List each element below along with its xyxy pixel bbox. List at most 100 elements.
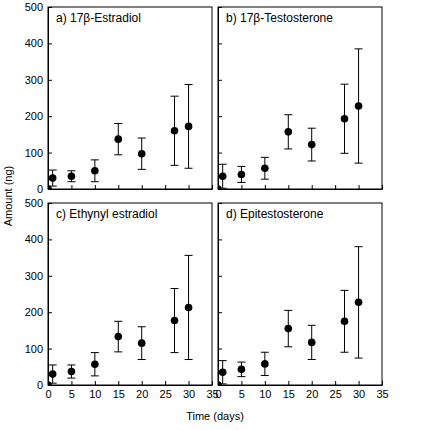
error-bar-cap: [171, 352, 179, 353]
data-point: [218, 185, 222, 189]
x-tick: 5: [69, 381, 75, 400]
error-bar: [237, 362, 245, 377]
error-bar: [138, 327, 146, 360]
y-tick-label: 0: [37, 379, 43, 391]
panel-title: b) 17β-Testosterone: [226, 11, 333, 25]
x-axis: 05101520253035: [45, 381, 218, 400]
x-tick-mark: [189, 185, 190, 189]
error-bar-cap: [237, 376, 245, 377]
y-tick-mark: [48, 239, 52, 240]
error-bar: [308, 325, 316, 359]
data-point: [48, 381, 52, 385]
y-tick: [218, 276, 222, 277]
error-bar-cap: [185, 168, 193, 169]
x-tick: [241, 185, 242, 189]
y-tick: [218, 239, 222, 240]
x-tick: [382, 185, 383, 189]
y-tick-label: 300: [25, 270, 43, 282]
error-bar: [355, 49, 363, 163]
y-tick-label: 100: [25, 343, 43, 355]
error-bar: [219, 361, 227, 384]
y-tick-mark: [48, 116, 52, 117]
x-tick: 15: [113, 381, 125, 400]
error-bar-cap: [91, 375, 99, 376]
y-tick-mark: [218, 312, 222, 313]
data-point: [308, 141, 316, 149]
y-tick: 400: [25, 37, 52, 49]
x-tick-mark: [95, 381, 96, 385]
error-bar: [185, 85, 193, 169]
x-axis: 05101520253035: [215, 381, 388, 400]
y-tick-mark: [48, 189, 52, 190]
x-tick: 10: [259, 381, 271, 400]
x-tick: [312, 185, 313, 189]
y-tick-label: 500: [25, 197, 43, 209]
x-tick-label: 30: [183, 388, 195, 400]
error-bar-cap: [138, 169, 146, 170]
x-axis: [49, 185, 213, 190]
x-tick-mark: [382, 185, 383, 189]
error-bar: [114, 321, 122, 352]
y-tick: [218, 312, 222, 313]
y-axis: [218, 8, 222, 190]
error-bar-cap: [114, 123, 122, 124]
error-bar: [308, 128, 316, 161]
error-bar-cap: [138, 138, 146, 139]
y-tick-mark: [48, 7, 52, 8]
error-bar-cap: [49, 170, 57, 171]
y-tick: [218, 349, 222, 350]
y-tick-label: 100: [25, 147, 43, 159]
x-tick: [142, 185, 143, 189]
data-point: [261, 360, 269, 368]
error-bar-cap: [284, 148, 292, 149]
data-point: [138, 339, 146, 347]
x-tick: [118, 185, 119, 189]
y-tick-mark: [48, 153, 52, 154]
y-tick-mark: [48, 385, 52, 386]
panel-title: d) Epitestosterone: [226, 207, 324, 221]
x-tick-mark: [359, 185, 360, 189]
x-tick-label: 30: [353, 388, 365, 400]
error-bar-cap: [185, 255, 193, 256]
data-point: [171, 317, 179, 325]
data-point: [308, 339, 316, 347]
x-tick: 15: [283, 381, 295, 400]
data-point: [49, 370, 57, 378]
error-bar-cap: [355, 48, 363, 49]
error-bar: [114, 123, 122, 154]
x-tick-label: 15: [113, 388, 125, 400]
y-tick: 500: [25, 197, 52, 209]
x-tick-mark: [241, 185, 242, 189]
data-point: [355, 299, 363, 307]
error-bar-cap: [261, 157, 269, 158]
data-point: [68, 172, 76, 180]
y-tick-mark: [48, 276, 52, 277]
data-point: [341, 318, 349, 326]
y-tick-mark: [48, 203, 52, 204]
y-tick: 300: [25, 74, 52, 86]
error-bar-cap: [171, 96, 179, 97]
y-tick: 200: [25, 306, 52, 318]
x-tick: [288, 185, 289, 189]
data-point: [218, 381, 222, 385]
x-tick-mark: [118, 381, 119, 385]
error-bar-cap: [49, 364, 57, 365]
error-bar-cap: [308, 359, 316, 360]
x-tick-mark: [265, 185, 266, 189]
error-bar-cap: [261, 179, 269, 180]
y-tick-mark: [218, 189, 222, 190]
y-tick: [218, 385, 222, 386]
x-axis-title: Time (days): [186, 410, 244, 422]
y-tick-label: 200: [25, 306, 43, 318]
y-tick-label: 500: [25, 1, 43, 13]
data-point: [114, 135, 122, 143]
y-axis: [218, 204, 222, 386]
y-tick-label: 400: [25, 37, 43, 49]
panel: 0100200300400500a) 17β-Estradiol: [25, 1, 213, 195]
y-tick: 300: [25, 270, 52, 282]
error-bar: [138, 138, 146, 169]
y-tick-mark: [218, 276, 222, 277]
error-bar-cap: [91, 159, 99, 160]
y-tick-mark: [218, 153, 222, 154]
y-tick: 100: [25, 343, 52, 355]
